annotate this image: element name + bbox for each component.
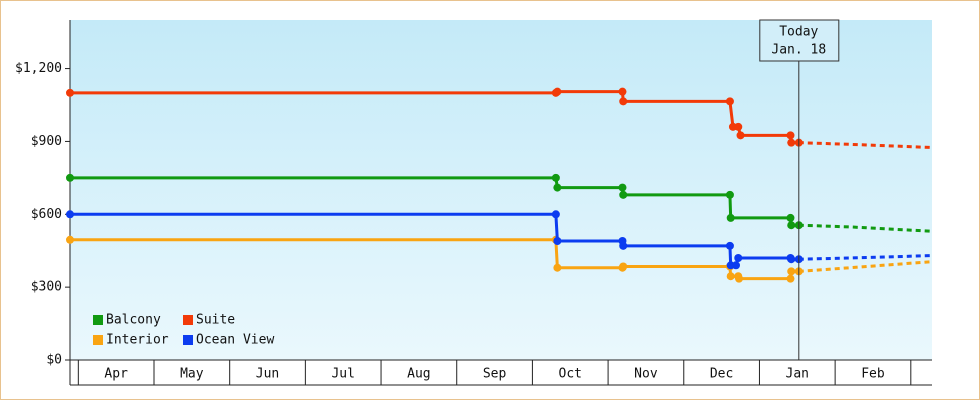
legend-swatch bbox=[183, 315, 193, 325]
legend-swatch bbox=[93, 335, 103, 345]
x-tick-label: Jul bbox=[331, 367, 354, 382]
point bbox=[725, 190, 734, 199]
x-tick-label: Oct bbox=[559, 367, 582, 382]
point bbox=[734, 122, 743, 131]
point bbox=[66, 235, 74, 244]
month-band bbox=[70, 361, 932, 385]
point bbox=[553, 263, 562, 272]
legend-swatch bbox=[93, 315, 103, 325]
point bbox=[553, 183, 562, 192]
point bbox=[619, 262, 628, 271]
point bbox=[731, 261, 740, 270]
legend-label: Suite bbox=[196, 313, 235, 328]
y-tick-label: $900 bbox=[31, 134, 62, 149]
point bbox=[551, 210, 560, 219]
point bbox=[618, 87, 627, 96]
y-tick-label: $1,200 bbox=[15, 61, 62, 76]
y-tick-label: $600 bbox=[31, 207, 62, 222]
x-tick-label: Aug bbox=[407, 367, 430, 382]
point bbox=[734, 254, 743, 262]
point bbox=[618, 183, 627, 192]
plot-area bbox=[70, 20, 932, 360]
point bbox=[726, 272, 735, 281]
point bbox=[66, 210, 74, 219]
today-label: Today bbox=[779, 25, 818, 40]
point bbox=[551, 173, 560, 182]
legend-label: Ocean View bbox=[196, 333, 274, 348]
legend-label: Interior bbox=[106, 333, 169, 348]
point bbox=[787, 255, 796, 264]
x-tick-label: Feb bbox=[861, 367, 885, 382]
point bbox=[786, 274, 795, 283]
point bbox=[726, 213, 735, 222]
point bbox=[735, 274, 744, 283]
point bbox=[786, 131, 795, 140]
point bbox=[619, 190, 628, 199]
x-tick-label: Jan bbox=[786, 367, 809, 382]
point bbox=[619, 97, 628, 106]
today-box bbox=[759, 19, 840, 62]
x-tick-label: Sep bbox=[483, 367, 507, 382]
point bbox=[736, 131, 745, 140]
legend-swatch bbox=[183, 335, 193, 345]
y-tick-label: $0 bbox=[46, 353, 62, 368]
point bbox=[553, 237, 562, 245]
point bbox=[725, 97, 734, 106]
point bbox=[787, 267, 796, 276]
x-tick-label: Jun bbox=[256, 367, 279, 382]
x-tick-label: Nov bbox=[634, 367, 658, 382]
point bbox=[787, 138, 796, 147]
point bbox=[725, 241, 734, 250]
point bbox=[786, 213, 795, 222]
x-tick-label: Apr bbox=[104, 367, 128, 382]
point bbox=[66, 173, 74, 182]
legend-label: Balcony bbox=[106, 313, 161, 328]
y-tick-label: $300 bbox=[31, 280, 62, 295]
x-tick-label: Dec bbox=[710, 367, 733, 382]
point bbox=[553, 87, 562, 96]
point bbox=[787, 221, 796, 230]
point bbox=[619, 241, 628, 250]
today-label: Jan. 18 bbox=[771, 43, 826, 58]
x-tick-label: May bbox=[180, 367, 204, 382]
point bbox=[66, 88, 74, 97]
